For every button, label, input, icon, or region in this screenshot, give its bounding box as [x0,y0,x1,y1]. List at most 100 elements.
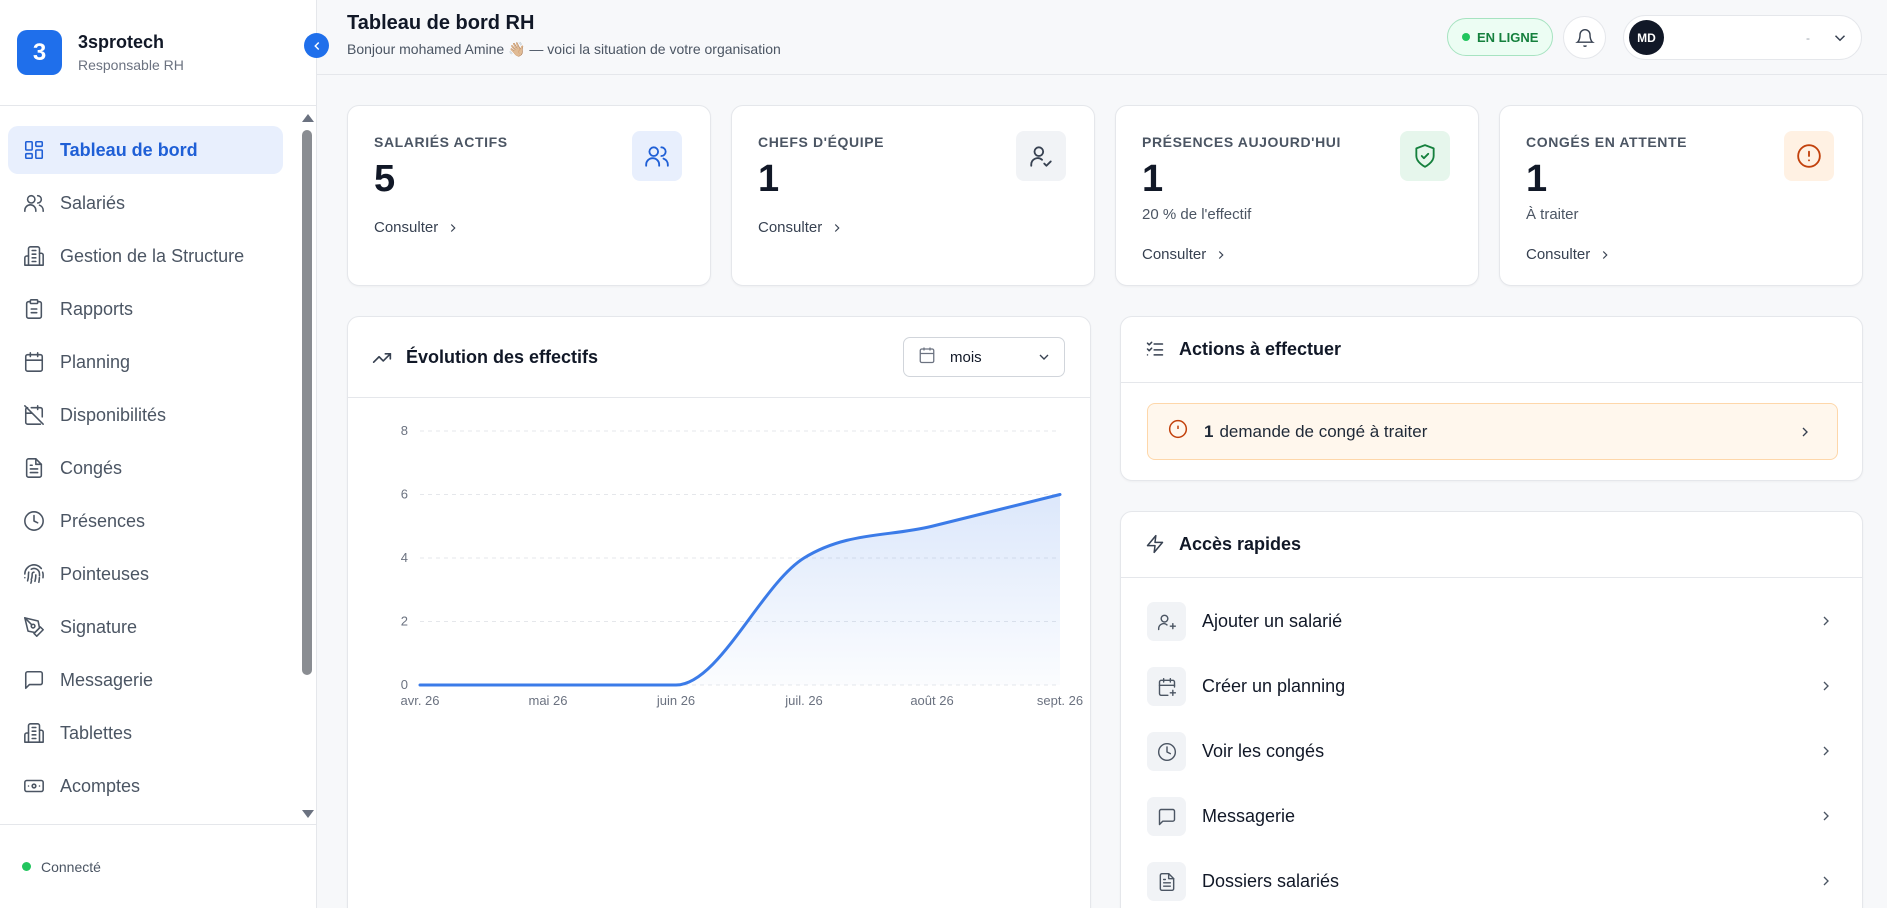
chart-card-header: Évolution des effectifs mois [348,317,1090,398]
consult-link[interactable]: Consulter [374,219,460,236]
online-badge: EN LIGNE [1447,18,1554,56]
sidebar-item-structure[interactable]: Gestion de la Structure [8,232,283,280]
message-icon [22,668,46,692]
message-icon [1147,797,1186,836]
x-tick-label: mai 26 [528,693,567,708]
sidebar-item-tablets[interactable]: Tablettes [8,709,283,757]
sidebar-item-leaves[interactable]: Congés [8,444,283,492]
sidebar-item-label: Tableau de bord [60,139,198,160]
headcount-chart-card: Évolution des effectifs mois 0 2 4 6 8 avr. 2… [347,316,1091,908]
dashboard-icon [22,138,46,162]
brand-name: 3sprotech [78,32,165,52]
sidebar-item-label: Présences [60,510,146,531]
scroll-thumb[interactable] [302,130,312,675]
document-icon [1147,862,1186,901]
stat-card-attendance-today: PRÉSENCES AUJOURD'HUI 1 20 % de l'effect… [1115,105,1479,286]
building-icon [22,721,46,745]
actions-card: Actions à effectuer 1 demande de congé à… [1120,316,1863,481]
pending-leave-alert[interactable]: 1 demande de congé à traiter [1147,403,1838,460]
quick-access-label: Dossiers salariés [1202,871,1340,891]
stat-value: 5 [374,158,396,200]
stat-value: 1 [758,158,780,200]
x-tick-label: août 26 [910,693,953,708]
sidebar-item-label: Messagerie [60,669,154,690]
building-icon [22,244,46,268]
collapse-sidebar-button[interactable] [304,33,329,58]
x-tick-label: juin 26 [656,693,695,708]
quick-employee-files[interactable]: Dossiers salariés [1121,849,1862,908]
x-tick-label: avr. 26 [400,693,439,708]
actions-card-header: Actions à effectuer [1121,317,1862,383]
sidebar-item-planning[interactable]: Planning [8,338,283,386]
consult-link[interactable]: Consulter [1142,246,1228,263]
fingerprint-icon [22,562,46,586]
stat-card-team-leaders: CHEFS D'ÉQUIPE 1 Consulter [731,105,1095,286]
chart-title: Évolution des effectifs [406,347,599,367]
sidebar-item-reports[interactable]: Rapports [8,285,283,333]
sidebar-item-label: Acomptes [60,775,141,796]
stat-card-pending-leaves: CONGÉS EN ATTENTE 1 À traiter Consulter [1499,105,1863,286]
online-dot [1462,33,1470,41]
sidebar-item-label: Signature [60,616,138,637]
sidebar-item-time-clocks[interactable]: Pointeuses [8,550,283,598]
sidebar-item-label: Salariés [60,192,126,213]
sidebar-item-employees[interactable]: Salariés [8,179,283,227]
period-select-value: mois [950,348,982,366]
document-icon [22,456,46,480]
user-plus-icon [1147,602,1186,641]
x-tick-label: juil. 26 [784,693,823,708]
stat-note: À traiter [1526,206,1579,223]
sidebar: 3 3sprotech Responsable RH Tableau de bo… [0,0,317,908]
chevron-right-icon [1797,424,1813,445]
quick-add-employee[interactable]: Ajouter un salarié [1121,589,1862,654]
stat-label: SALARIÉS ACTIFS [374,134,508,150]
users-icon [22,191,46,215]
status-dot [22,862,31,871]
quick-messaging[interactable]: Messagerie [1121,784,1862,849]
shield-check-icon [1400,131,1450,181]
quick-access-title: Accès rapides [1179,534,1302,554]
series-line [418,493,1062,687]
y-tick-label: 4 [401,550,408,565]
consult-link[interactable]: Consulter [758,219,844,236]
chevron-right-icon [835,223,840,232]
user-check-icon [1016,131,1066,181]
stat-value: 1 [1142,158,1164,200]
alert-circle-icon [1784,131,1834,181]
sidebar-scrollbar[interactable] [300,106,315,824]
banknote-icon [22,774,46,798]
consult-link-label: Consulter [374,219,439,236]
sidebar-item-dashboard[interactable]: Tableau de bord [8,126,283,174]
scroll-down-arrow[interactable] [302,810,314,818]
period-select[interactable]: mois [903,337,1065,377]
stat-label: CONGÉS EN ATTENTE [1526,134,1688,150]
connection-status-label: Connecté [41,858,101,875]
quick-view-leaves[interactable]: Voir les congés [1121,719,1862,784]
zap-icon [1145,534,1165,559]
sidebar-item-label: Gestion de la Structure [60,245,245,266]
quick-create-planning[interactable]: Créer un planning [1121,654,1862,719]
sidebar-item-advances[interactable]: Acomptes [8,762,283,810]
calendar-icon [918,346,950,368]
sidebar-item-label: Rapports [60,298,134,319]
top-header: Tableau de bord RH Bonjour mohamed Amine… [317,0,1887,75]
sidebar-item-messaging[interactable]: Messagerie [8,656,283,704]
bell-icon [1574,28,1595,47]
consult-link[interactable]: Consulter [1526,246,1612,263]
user-menu-button[interactable]: MD - [1623,15,1862,60]
scroll-up-arrow[interactable] [302,114,314,122]
list-checks-icon [1145,339,1165,364]
stat-value: 1 [1526,158,1548,200]
chevron-right-icon [1818,613,1834,634]
sidebar-item-availability[interactable]: Disponibilités [8,391,283,439]
notifications-button[interactable] [1563,16,1606,59]
y-tick-label: 0 [401,677,408,692]
consult-link-label: Consulter [758,219,823,236]
sidebar-item-signature[interactable]: Signature [8,603,283,651]
chevron-left-icon [313,41,319,50]
stat-card-active-employees: SALARIÉS ACTIFS 5 Consulter [347,105,711,286]
actions-title: Actions à effectuer [1179,339,1342,359]
sidebar-item-attendance[interactable]: Présences [8,497,283,545]
chevron-down-icon [1831,29,1849,52]
chevron-right-icon [1818,678,1834,699]
